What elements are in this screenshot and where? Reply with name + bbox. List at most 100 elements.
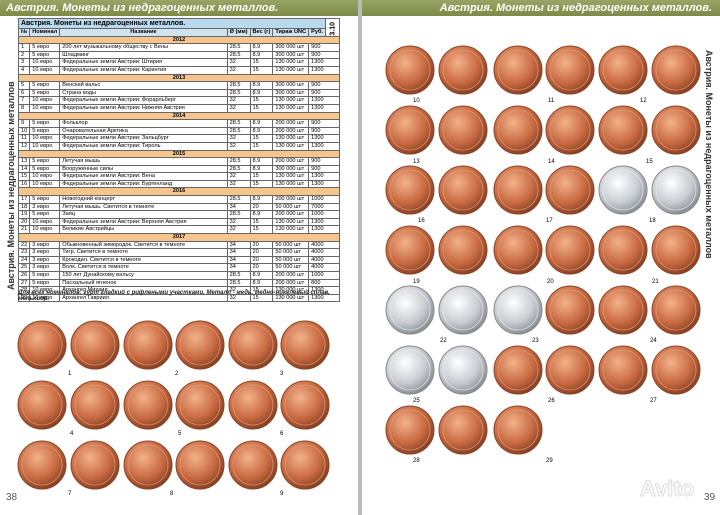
coin (175, 320, 225, 370)
coin-label: 16 (418, 218, 425, 224)
coin (385, 225, 435, 275)
coin (123, 440, 173, 490)
coin (598, 45, 648, 95)
coin (385, 285, 435, 335)
coin-label: 26 (548, 398, 555, 404)
coin (651, 225, 701, 275)
coin-label: 21 (652, 279, 659, 285)
coin (545, 225, 595, 275)
coin-rim (655, 109, 697, 151)
coin-rim (442, 49, 484, 91)
coin-rim (497, 409, 539, 451)
coin (438, 225, 488, 275)
coin-rim (232, 444, 274, 486)
coin-rim (549, 49, 591, 91)
coin (651, 345, 701, 395)
coin-label: 28 (413, 458, 420, 464)
coin-rim (655, 229, 697, 271)
coin-rim (389, 229, 431, 271)
coin-rim (442, 109, 484, 151)
coin-label: 13 (413, 159, 420, 165)
coin (493, 165, 543, 215)
coin-rim (21, 384, 63, 426)
coin-rim (549, 229, 591, 271)
coin-rim (442, 349, 484, 391)
coin-label: 7 (68, 491, 72, 497)
coin-rim (497, 169, 539, 211)
coin (280, 380, 330, 430)
cell: Архангел Гавриил (59, 293, 228, 303)
coin (545, 345, 595, 395)
coin-label: 27 (650, 398, 657, 404)
coin-rim (497, 49, 539, 91)
coin-label: 1 (68, 371, 72, 377)
coin-rim (497, 109, 539, 151)
title-row: Австрия. Монеты из недрагоценных металло… (18, 18, 340, 37)
spine (358, 0, 362, 515)
coin-label: 4 (70, 431, 74, 437)
header-bar: Австрия. Монеты из недрагоценных металло… (362, 0, 720, 16)
coin (228, 320, 278, 370)
coin (493, 285, 543, 335)
cell: 29 (17, 293, 31, 303)
coin-label: 10 (413, 98, 420, 104)
coin-label: 5 (178, 431, 182, 437)
table-row: 14 5 евро Вооруженные силы 28.5 8.9 300 000 ш… (17, 164, 340, 174)
coin-label: 18 (649, 218, 656, 224)
coin-rim (232, 384, 274, 426)
coin (651, 165, 701, 215)
coin-rim (655, 49, 697, 91)
coin-rim (602, 49, 644, 91)
coin (493, 225, 543, 275)
coin-label: 8 (170, 491, 174, 497)
coin-rim (602, 109, 644, 151)
coin-label: 11 (548, 98, 555, 104)
coin-rim (389, 289, 431, 331)
table-title: Австрия. Монеты из недрагоценных металло… (18, 18, 326, 29)
coin (598, 345, 648, 395)
coin-rim (74, 444, 116, 486)
coin-label: 23 (532, 338, 539, 344)
coin-rim (655, 169, 697, 211)
coin-rim (74, 324, 116, 366)
coin-rim (497, 289, 539, 331)
coin-label: 15 (646, 159, 653, 165)
coin (438, 45, 488, 95)
coin-rim (549, 109, 591, 151)
coin-label: 19 (413, 279, 420, 285)
coin-rim (284, 324, 326, 366)
header-row: № Номинал Название Ø (мм) Вес (г) Тираж UNC Ру… (17, 28, 340, 37)
table-row: 29 10 евро Архангел Гавриил 32 15 130 000 шт 1… (17, 293, 340, 303)
coin (651, 45, 701, 95)
coin (385, 405, 435, 455)
coin-label: 29 (546, 458, 553, 464)
coin (17, 440, 67, 490)
coin (493, 105, 543, 155)
coin-rim (442, 229, 484, 271)
coin (493, 405, 543, 455)
coin (545, 45, 595, 95)
coin-rim (442, 409, 484, 451)
coin (70, 440, 120, 490)
coin (598, 225, 648, 275)
coin-rim (549, 289, 591, 331)
coin (385, 105, 435, 155)
coin-rim (21, 324, 63, 366)
coin (545, 285, 595, 335)
header-bar: Австрия. Монеты из недрагоценных металло… (0, 0, 358, 16)
coin-rim (602, 169, 644, 211)
coin-rim (179, 324, 221, 366)
coin-rim (127, 444, 169, 486)
coin (175, 380, 225, 430)
coin-rim (389, 169, 431, 211)
coin-label: 17 (546, 218, 553, 224)
table-row: 11 10 евро Федеральные земли Австрии: Заль… (17, 134, 340, 143)
coin (385, 165, 435, 215)
coin-label: 3 (280, 371, 284, 377)
coin (493, 345, 543, 395)
header-title: Австрия. Монеты из недрагоценных металло… (6, 2, 279, 14)
coin (438, 345, 488, 395)
cell: 1300 (308, 293, 340, 303)
footnote: Для всех номиналов: гурт гладкий с рифле… (18, 290, 330, 302)
coin-rim (549, 169, 591, 211)
